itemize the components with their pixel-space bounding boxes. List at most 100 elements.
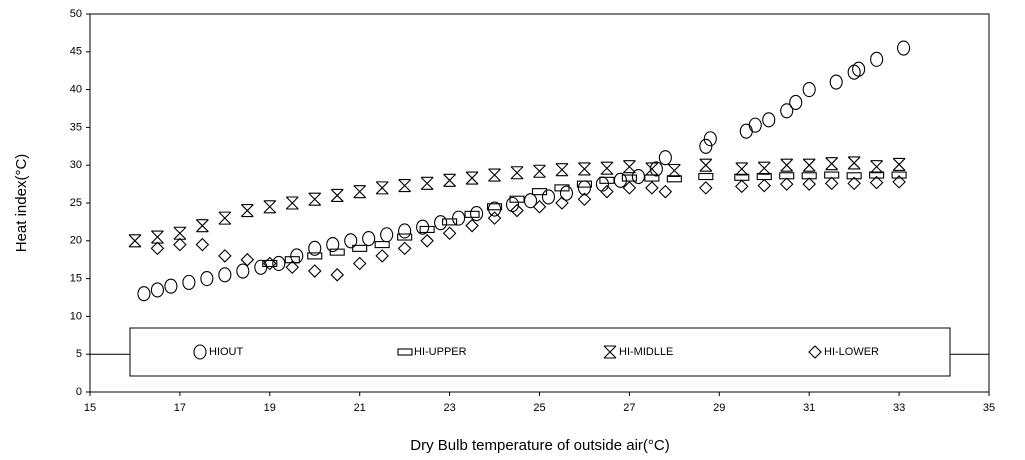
legend-label: HI-MIDLLE: [619, 346, 673, 358]
marker: [263, 256, 277, 271]
marker: [398, 223, 412, 239]
marker: [344, 233, 358, 249]
x-tick-label: 25: [533, 402, 545, 414]
x-tick-label: 35: [983, 402, 995, 414]
marker: [847, 64, 861, 80]
marker: [182, 274, 196, 290]
legend-label: HI-LOWER: [824, 346, 879, 358]
legend-label: HI-UPPER: [414, 346, 467, 358]
legend-label: HIOUT: [209, 346, 244, 358]
marker: [789, 94, 803, 111]
marker: [703, 131, 717, 147]
marker: [416, 219, 430, 235]
marker: [897, 40, 911, 56]
marker: [577, 192, 592, 206]
marker: [802, 177, 816, 191]
y-tick-label: 10: [70, 310, 82, 322]
marker: [892, 175, 906, 189]
marker: [465, 171, 479, 185]
y-tick-label: 30: [70, 159, 82, 171]
marker: [465, 218, 479, 233]
marker: [622, 181, 637, 195]
marker: [699, 138, 713, 154]
y-tick-label: 20: [70, 235, 82, 247]
marker: [218, 267, 232, 283]
marker: [554, 184, 570, 192]
marker: [486, 203, 503, 211]
marker: [374, 241, 390, 249]
marker: [487, 211, 502, 225]
marker: [555, 163, 569, 177]
x-tick-label: 21: [354, 402, 366, 414]
x-tick-label: 23: [443, 402, 455, 414]
marker: [150, 282, 164, 298]
marker: [397, 241, 412, 256]
y-tick-label: 35: [70, 121, 82, 133]
y-tick-label: 45: [70, 46, 82, 58]
marker: [780, 158, 794, 172]
marker: [380, 227, 394, 243]
marker: [470, 206, 484, 222]
y-tick-label: 15: [70, 273, 82, 285]
marker: [330, 188, 344, 202]
marker: [645, 181, 659, 195]
marker: [757, 178, 772, 193]
marker: [621, 174, 637, 182]
marker: [330, 268, 345, 282]
marker: [487, 201, 502, 217]
y-tick-label: 5: [76, 348, 82, 360]
y-axis-title: Heat index(°C): [13, 154, 30, 253]
marker: [734, 179, 749, 194]
marker: [362, 230, 376, 247]
marker: [272, 255, 286, 272]
marker: [284, 256, 300, 264]
marker: [488, 168, 501, 182]
marker: [420, 176, 434, 190]
marker: [824, 176, 839, 191]
marker: [869, 175, 884, 190]
y-tick-label: 0: [76, 386, 82, 398]
y-tick-label: 50: [70, 8, 82, 20]
marker: [846, 172, 862, 180]
marker: [173, 237, 187, 252]
x-tick-label: 15: [84, 402, 96, 414]
marker: [308, 240, 322, 256]
marker: [699, 158, 713, 172]
marker: [164, 278, 178, 294]
marker: [434, 215, 448, 231]
marker: [464, 210, 480, 218]
marker: [698, 172, 714, 181]
marker: [892, 157, 906, 171]
y-tick-label: 25: [70, 197, 82, 209]
marker: [419, 225, 435, 234]
marker: [595, 176, 609, 192]
marker: [308, 192, 322, 206]
x-tick-label: 31: [803, 402, 815, 414]
marker: [442, 226, 457, 241]
x-tick-label: 19: [264, 402, 276, 414]
marker: [195, 219, 209, 233]
marker: [262, 259, 278, 268]
marker: [757, 161, 771, 175]
marker: [173, 226, 187, 240]
marker: [825, 157, 839, 171]
marker: [193, 344, 207, 360]
marker: [658, 150, 672, 166]
marker: [578, 162, 591, 176]
marker: [509, 195, 525, 203]
marker: [353, 185, 367, 199]
marker: [780, 103, 794, 119]
marker: [329, 248, 345, 256]
marker: [531, 188, 548, 196]
marker: [137, 286, 151, 302]
marker: [576, 180, 593, 188]
marker: [559, 185, 574, 201]
marker: [870, 160, 884, 174]
marker: [218, 211, 232, 225]
y-tick-label: 40: [70, 84, 82, 96]
marker: [195, 237, 210, 252]
marker: [263, 200, 277, 214]
marker: [326, 237, 340, 253]
marker: [649, 161, 663, 177]
